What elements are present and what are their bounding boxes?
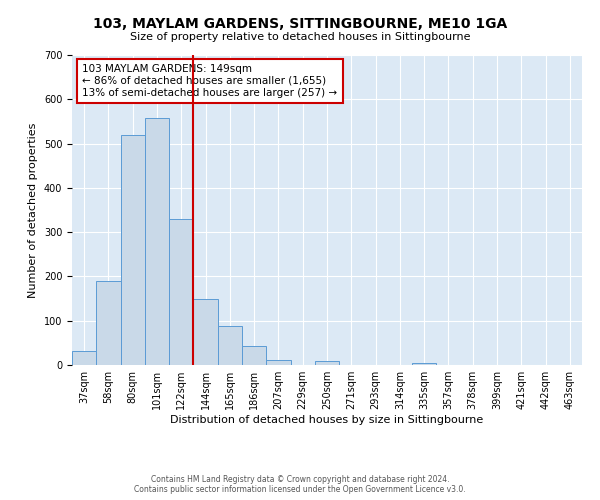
Text: Size of property relative to detached houses in Sittingbourne: Size of property relative to detached ho… (130, 32, 470, 42)
Text: 103 MAYLAM GARDENS: 149sqm
← 86% of detached houses are smaller (1,655)
13% of s: 103 MAYLAM GARDENS: 149sqm ← 86% of deta… (82, 64, 337, 98)
X-axis label: Distribution of detached houses by size in Sittingbourne: Distribution of detached houses by size … (170, 415, 484, 425)
Y-axis label: Number of detached properties: Number of detached properties (28, 122, 38, 298)
Bar (315, 360, 339, 365)
Bar (72, 351, 96, 365)
Bar (218, 326, 242, 365)
Bar (193, 300, 218, 365)
Bar (266, 360, 290, 365)
Bar (121, 135, 145, 365)
Bar (412, 363, 436, 365)
Bar (242, 346, 266, 365)
Text: Contains HM Land Registry data © Crown copyright and database right 2024.
Contai: Contains HM Land Registry data © Crown c… (134, 474, 466, 494)
Bar (169, 219, 193, 365)
Text: 103, MAYLAM GARDENS, SITTINGBOURNE, ME10 1GA: 103, MAYLAM GARDENS, SITTINGBOURNE, ME10… (93, 18, 507, 32)
Bar (96, 282, 121, 365)
Bar (145, 118, 169, 365)
